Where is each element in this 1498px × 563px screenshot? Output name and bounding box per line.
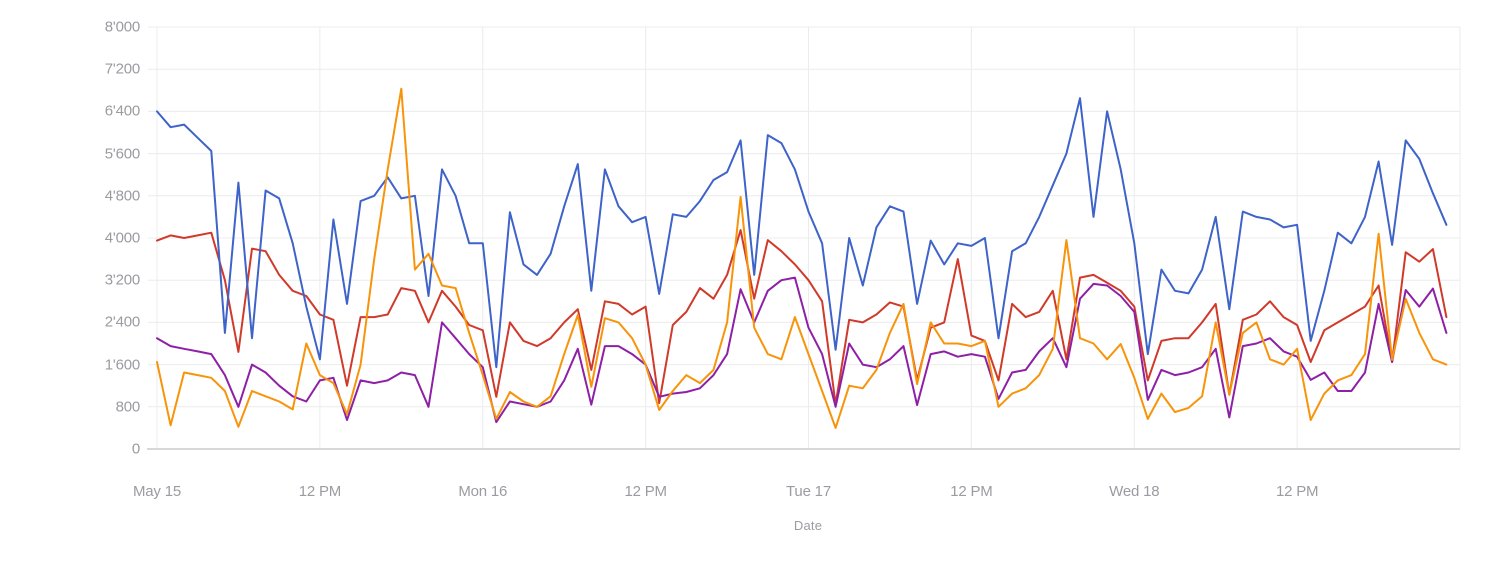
y-axis-tick-label: 5'600 <box>104 145 140 163</box>
x-axis-tick-label: Mon 16 <box>458 483 508 500</box>
x-axis-tick-label: 12 PM <box>624 483 667 500</box>
x-axis-tick-label: 12 PM <box>1275 483 1319 500</box>
y-axis-tick-label: 0 <box>131 440 140 458</box>
series-line-blue <box>156 97 1448 369</box>
x-axis-tick-label: 12 PM <box>950 483 993 500</box>
x-axis-tick-label: Wed 18 <box>1109 483 1160 500</box>
series-line-red <box>156 229 1448 406</box>
y-axis-tick-label: 7'200 <box>104 60 140 78</box>
series-line-purple <box>156 276 1448 424</box>
y-axis-tick-label: 6'400 <box>104 102 140 120</box>
y-axis-tick-label: 3'200 <box>104 271 140 289</box>
y-axis-tick-label: 2'400 <box>104 313 140 331</box>
y-axis-tick-label: 8'000 <box>104 18 140 36</box>
series-line-orange <box>156 87 1448 429</box>
y-axis-tick-label: 4'800 <box>104 187 140 205</box>
y-axis-tick-label: 1'600 <box>104 356 140 374</box>
y-axis-tick-label: 4'000 <box>104 229 140 247</box>
y-axis-tick-label: 800 <box>115 398 141 416</box>
x-axis-title: Date <box>793 518 823 533</box>
x-axis-tick-label: Tue 17 <box>786 483 831 500</box>
x-axis-tick-label: May 15 <box>133 483 181 500</box>
x-axis-tick-label: 12 PM <box>298 483 342 500</box>
